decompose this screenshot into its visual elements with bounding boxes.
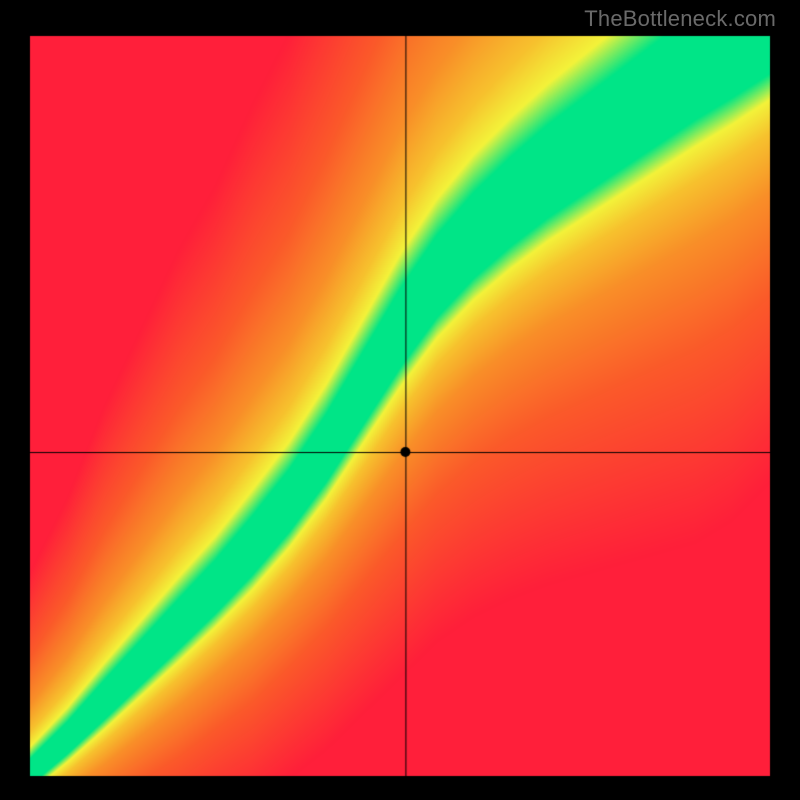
watermark-text: TheBottleneck.com bbox=[584, 6, 776, 32]
heatmap-plot bbox=[0, 0, 800, 800]
